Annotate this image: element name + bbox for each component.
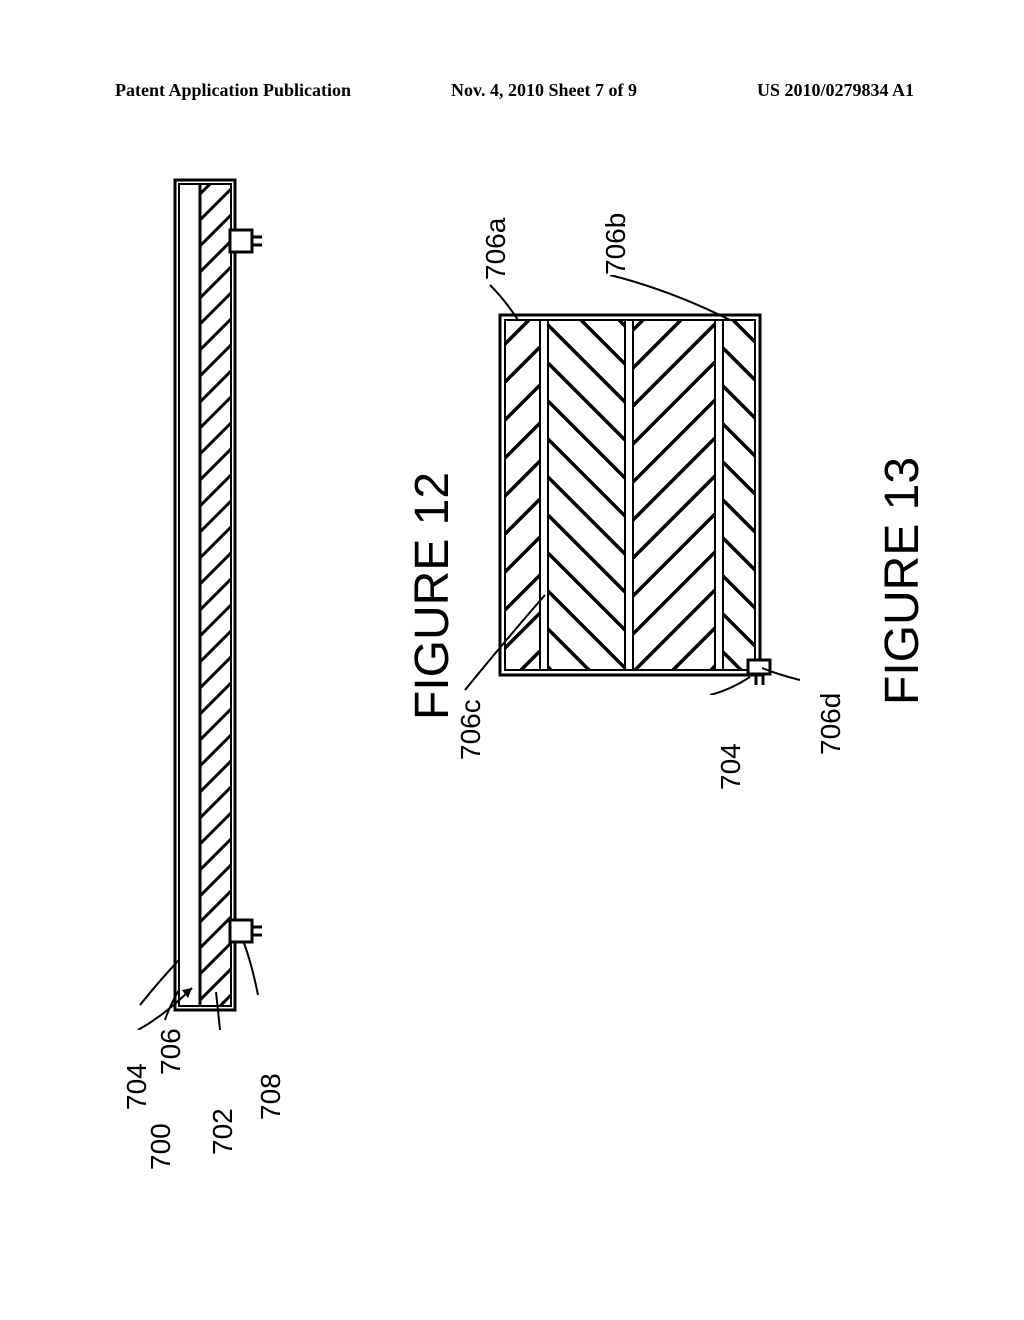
page-header: Patent Application Publication Nov. 4, 2…	[0, 80, 1024, 101]
fig12-ref-708: 708	[255, 1073, 287, 1120]
header-right: US 2010/0279834 A1	[757, 80, 914, 101]
header-left: Patent Application Publication	[115, 80, 351, 101]
fig13-ref-706c: 706c	[455, 699, 487, 760]
figure-12-caption: FIGURE 12	[405, 472, 460, 720]
fig13-ref-706b: 706b	[600, 213, 632, 275]
figure-12-svg	[130, 160, 300, 1030]
figure-13-caption: FIGURE 13	[875, 457, 930, 705]
figure-13-svg	[460, 275, 800, 695]
fig13-ref-706d: 706d	[815, 693, 847, 755]
fig13-ref-704: 704	[715, 743, 747, 790]
fig12-ref-700: 700	[145, 1123, 177, 1170]
fig12-ref-704: 704	[121, 1063, 153, 1110]
page: Patent Application Publication Nov. 4, 2…	[0, 0, 1024, 1320]
fig13-ref-706a: 706a	[480, 218, 512, 280]
fig12-ref-706: 706	[155, 1028, 187, 1075]
header-center: Nov. 4, 2010 Sheet 7 of 9	[331, 80, 757, 101]
figure-area: FIGURE 12 706 704 700 702 708	[115, 150, 910, 1230]
fig12-ref-702: 702	[207, 1108, 239, 1155]
